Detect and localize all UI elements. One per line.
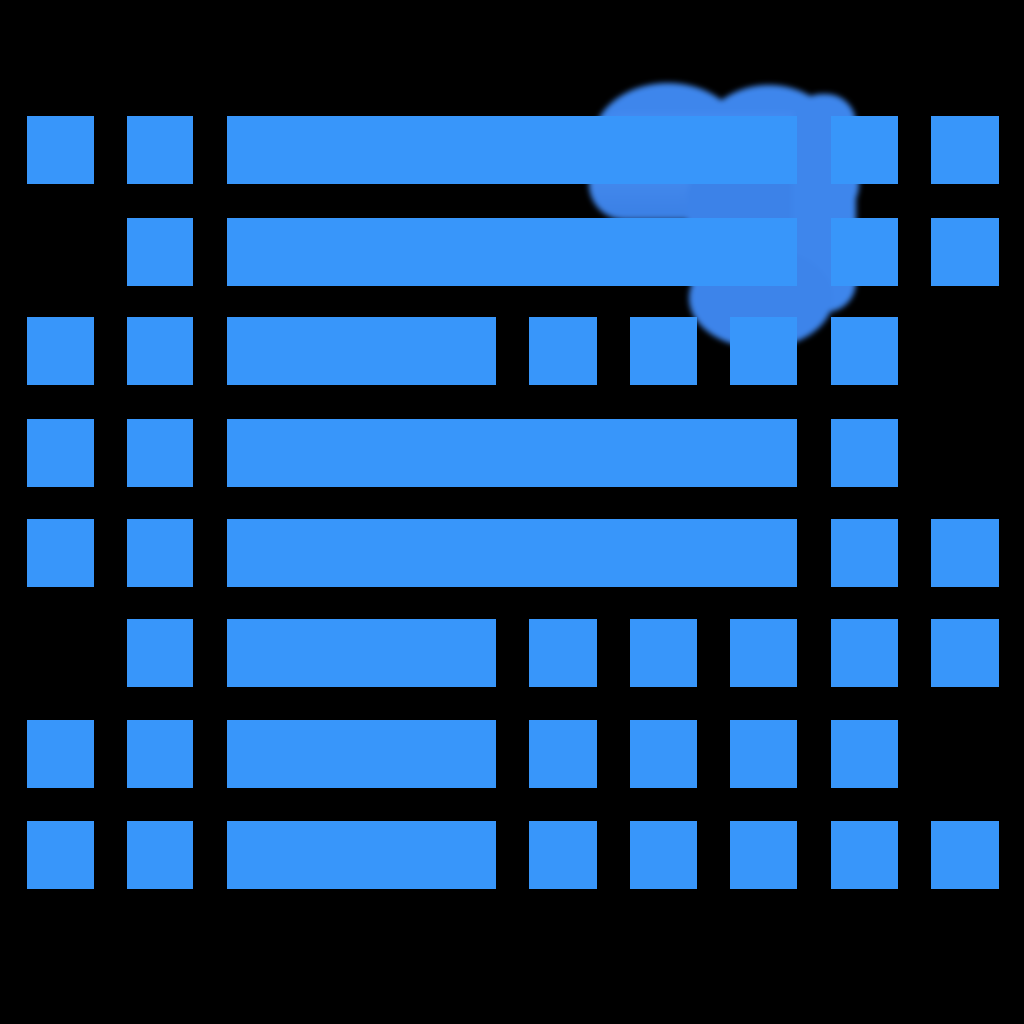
skeleton-square-placeholder (127, 116, 193, 184)
skeleton-row (0, 419, 1024, 487)
skeleton-square-placeholder (630, 821, 697, 889)
skeleton-square-placeholder (831, 720, 898, 788)
skeleton-bar-placeholder (227, 519, 797, 587)
skeleton-square-placeholder (730, 720, 797, 788)
skeleton-bar-placeholder (227, 419, 797, 487)
skeleton-bar-placeholder (227, 317, 496, 385)
skeleton-square-placeholder (27, 821, 94, 889)
skeleton-row (0, 619, 1024, 687)
skeleton-square-placeholder (931, 218, 999, 286)
skeleton-square-placeholder (27, 519, 94, 587)
skeleton-square-placeholder (529, 317, 597, 385)
skeleton-square-placeholder (529, 720, 597, 788)
skeleton-square-placeholder (931, 619, 999, 687)
skeleton-square-placeholder (730, 821, 797, 889)
skeleton-square-placeholder (27, 317, 94, 385)
skeleton-square-placeholder (529, 821, 597, 889)
skeleton-square-placeholder (831, 821, 898, 889)
skeleton-square-placeholder (27, 116, 94, 184)
skeleton-square-placeholder (831, 317, 898, 385)
skeleton-square-placeholder (831, 218, 898, 286)
skeleton-square-placeholder (127, 218, 193, 286)
skeleton-square-placeholder (831, 619, 898, 687)
skeleton-square-placeholder (931, 519, 999, 587)
skeleton-bar-placeholder (227, 619, 496, 687)
skeleton-row (0, 720, 1024, 788)
skeleton-square-placeholder (27, 720, 94, 788)
skeleton-square-placeholder (127, 519, 193, 587)
skeleton-square-placeholder (630, 619, 697, 687)
skeleton-square-placeholder (127, 720, 193, 788)
skeleton-square-placeholder (127, 619, 193, 687)
skeleton-square-placeholder (730, 619, 797, 687)
skeleton-row (0, 218, 1024, 286)
skeleton-row (0, 519, 1024, 587)
skeleton-bar-placeholder (227, 116, 797, 184)
skeleton-square-placeholder (27, 419, 94, 487)
skeleton-square-placeholder (630, 720, 697, 788)
skeleton-square-placeholder (127, 419, 193, 487)
skeleton-bar-placeholder (227, 218, 797, 286)
skeleton-square-placeholder (831, 519, 898, 587)
skeleton-row (0, 317, 1024, 385)
skeleton-row (0, 821, 1024, 889)
skeleton-square-placeholder (730, 317, 797, 385)
skeleton-bar-placeholder (227, 720, 496, 788)
skeleton-bar-placeholder (227, 821, 496, 889)
skeleton-square-placeholder (831, 419, 898, 487)
skeleton-square-placeholder (127, 317, 193, 385)
skeleton-square-placeholder (127, 821, 193, 889)
skeleton-square-placeholder (931, 821, 999, 889)
skeleton-square-placeholder (931, 116, 999, 184)
skeleton-square-placeholder (831, 116, 898, 184)
skeleton-row (0, 116, 1024, 184)
skeleton-square-placeholder (630, 317, 697, 385)
skeleton-square-placeholder (529, 619, 597, 687)
